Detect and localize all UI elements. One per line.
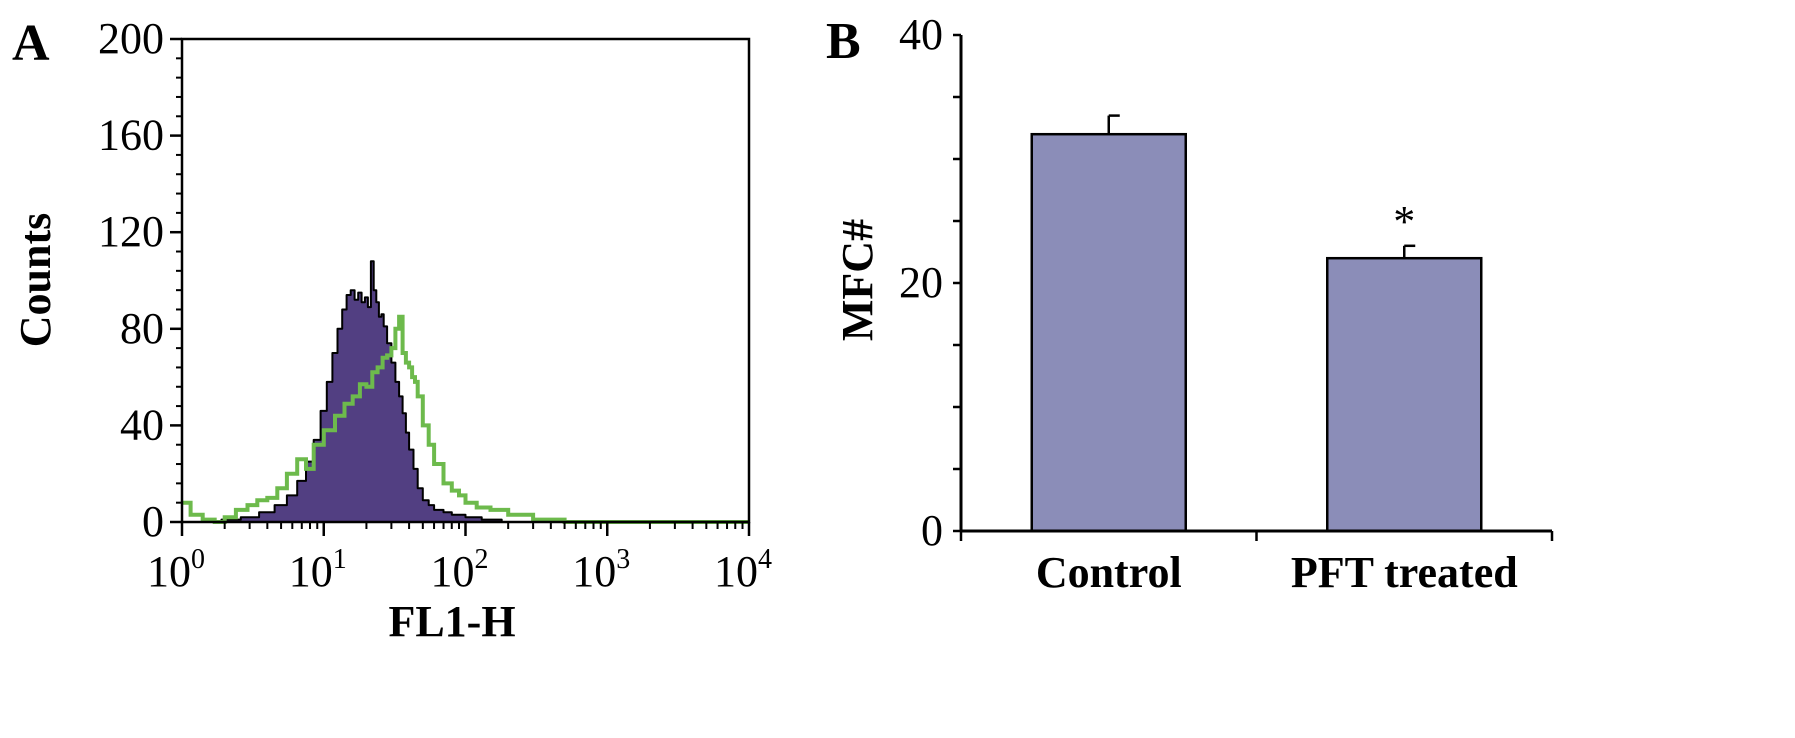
bar-series: * bbox=[1030, 114, 1483, 533]
bar-y-tick-label: 0 bbox=[921, 506, 943, 555]
bar-category-label: PFT treated bbox=[1291, 548, 1518, 597]
histogram-y-tick-label: 200 bbox=[98, 14, 164, 63]
bar-category-labels: Control PFT treated bbox=[1036, 548, 1518, 597]
bar bbox=[1326, 256, 1483, 533]
bar-y-ticks: 0 20 40 bbox=[899, 10, 961, 555]
panel-label-b: B bbox=[826, 13, 861, 70]
panel-b-bar-chart: B * 0 20 40 Control PFT treated MFC# bbox=[826, 10, 1554, 597]
bar-category-label: Control bbox=[1036, 548, 1182, 597]
histogram-y-axis-title: Counts bbox=[11, 213, 60, 348]
histogram-x-tick-label: 102 bbox=[431, 544, 489, 596]
histogram-x-tick-label: 104 bbox=[714, 544, 772, 596]
panel-label-a: A bbox=[12, 15, 50, 72]
histogram-y-tick-label: 120 bbox=[98, 207, 164, 256]
histogram-plot-area bbox=[182, 260, 749, 524]
significance-marker: * bbox=[1393, 197, 1415, 246]
histogram-y-tick-label: 160 bbox=[98, 111, 164, 160]
histogram-y-ticks: 0 40 80 120 160 200 bbox=[98, 14, 182, 546]
histogram-x-ticks: 100 101 102 103 104 bbox=[147, 522, 772, 596]
histogram-outline-series bbox=[182, 314, 749, 524]
bar-y-axis-title: MFC# bbox=[833, 219, 882, 341]
histogram-y-tick-label: 40 bbox=[120, 400, 164, 449]
bar-y-tick-label: 40 bbox=[899, 10, 943, 59]
histogram-x-axis-title: FL1-H bbox=[388, 597, 515, 646]
histogram-x-tick-label: 103 bbox=[572, 544, 630, 596]
histogram-y-tick-label: 0 bbox=[142, 497, 164, 546]
histogram-x-tick-label: 101 bbox=[289, 544, 347, 596]
bar-y-tick-label: 20 bbox=[899, 258, 943, 307]
histogram-y-tick-label: 80 bbox=[120, 304, 164, 353]
bar bbox=[1030, 132, 1187, 533]
histogram-x-tick-label: 100 bbox=[147, 544, 205, 596]
histogram-frame bbox=[180, 37, 751, 524]
